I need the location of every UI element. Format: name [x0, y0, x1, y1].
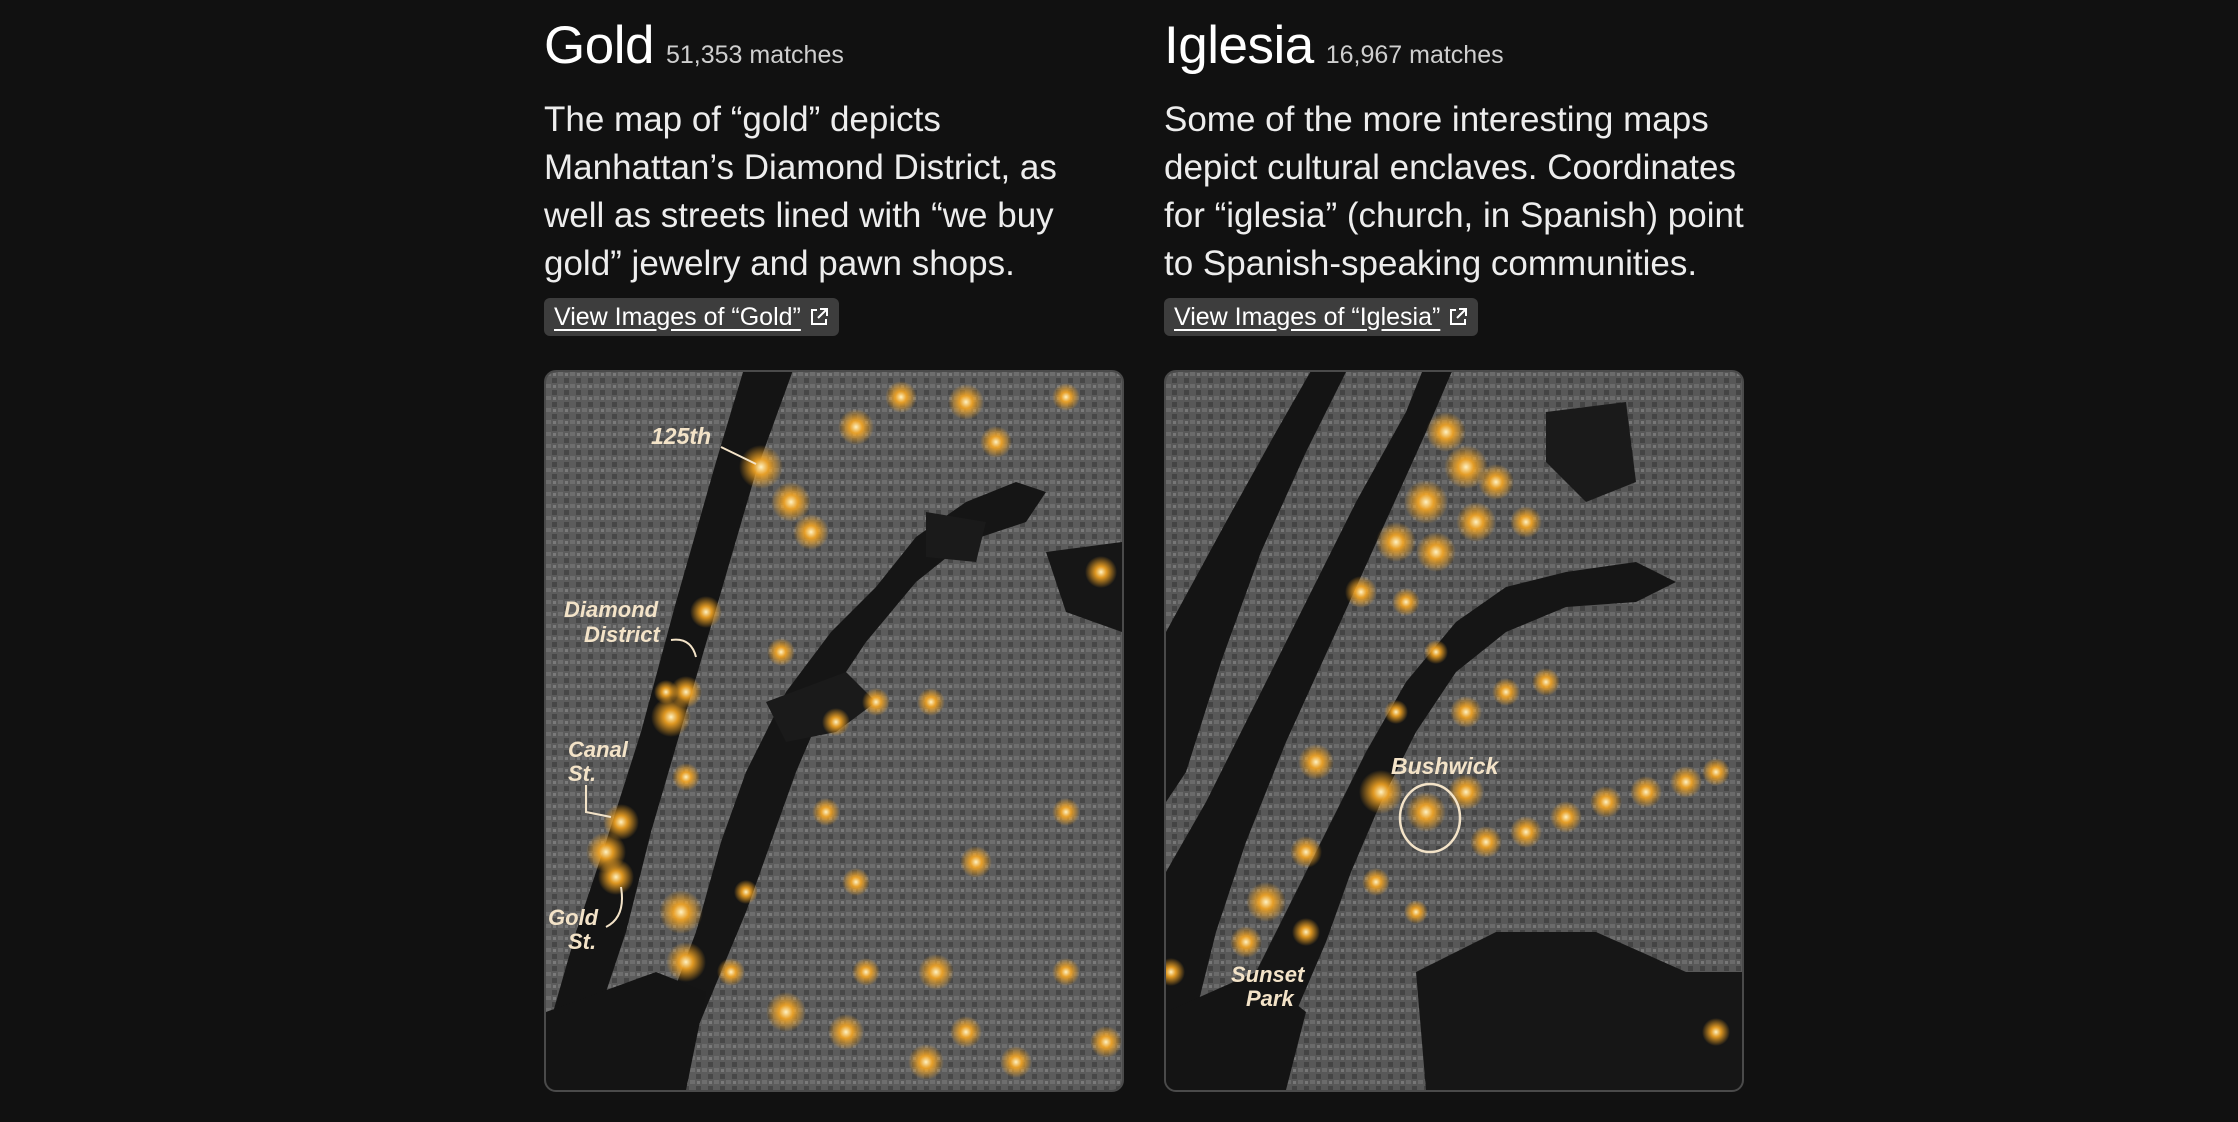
label-district: District — [584, 622, 661, 647]
gold-map-labels: 125th Diamond District Canal St. Gold St… — [548, 423, 757, 954]
label-gold-st: St. — [568, 929, 596, 954]
map-gold: 125th Diamond District Canal St. Gold St… — [544, 370, 1124, 1092]
iglesia-glow-points — [1166, 412, 1730, 1046]
label-canal: Canal — [568, 737, 629, 762]
external-link-icon — [810, 308, 828, 325]
bushwick-outline — [1398, 782, 1462, 854]
link-label: View Images of “Gold” — [554, 302, 801, 331]
view-images-iglesia-link[interactable]: View Images of “Iglesia” — [1164, 298, 1479, 336]
iglesia-map-labels: Bushwick Sunset Park — [1231, 753, 1500, 1011]
view-images-gold-link[interactable]: View Images of “Gold” — [544, 298, 839, 336]
match-count: 51,353 matches — [665, 41, 844, 69]
label-park: Park — [1246, 986, 1295, 1011]
match-count: 16,967 matches — [1325, 41, 1504, 69]
label-sunset: Sunset — [1231, 962, 1306, 987]
label-125th: 125th — [651, 423, 711, 449]
gold-glow-points — [586, 381, 1122, 1080]
panel-heading: Iglesia 16,967 matches — [1164, 14, 1504, 78]
gold-map-graphic: 125th Diamond District Canal St. Gold St… — [546, 372, 1122, 1090]
label-diamond: Diamond — [564, 597, 659, 622]
label-bushwick: Bushwick — [1391, 753, 1500, 779]
label-canal-st: St. — [568, 761, 596, 786]
iglesia-map-graphic: Bushwick Sunset Park — [1166, 372, 1742, 1090]
panel-title: Iglesia — [1164, 16, 1314, 75]
east-river — [666, 482, 1046, 1032]
label-gold: Gold — [548, 905, 599, 930]
map-iglesia: Bushwick Sunset Park — [1164, 370, 1744, 1092]
panel-title: Gold — [544, 16, 654, 75]
panel-description: The map of “gold” depicts Manhattan’s Di… — [544, 100, 1057, 283]
link-label: View Images of “Iglesia” — [1174, 302, 1441, 331]
external-link-icon — [1450, 308, 1468, 325]
panel-description: Some of the more interesting maps depict… — [1164, 100, 1744, 283]
panel-heading: Gold 51,353 matches — [544, 14, 844, 78]
